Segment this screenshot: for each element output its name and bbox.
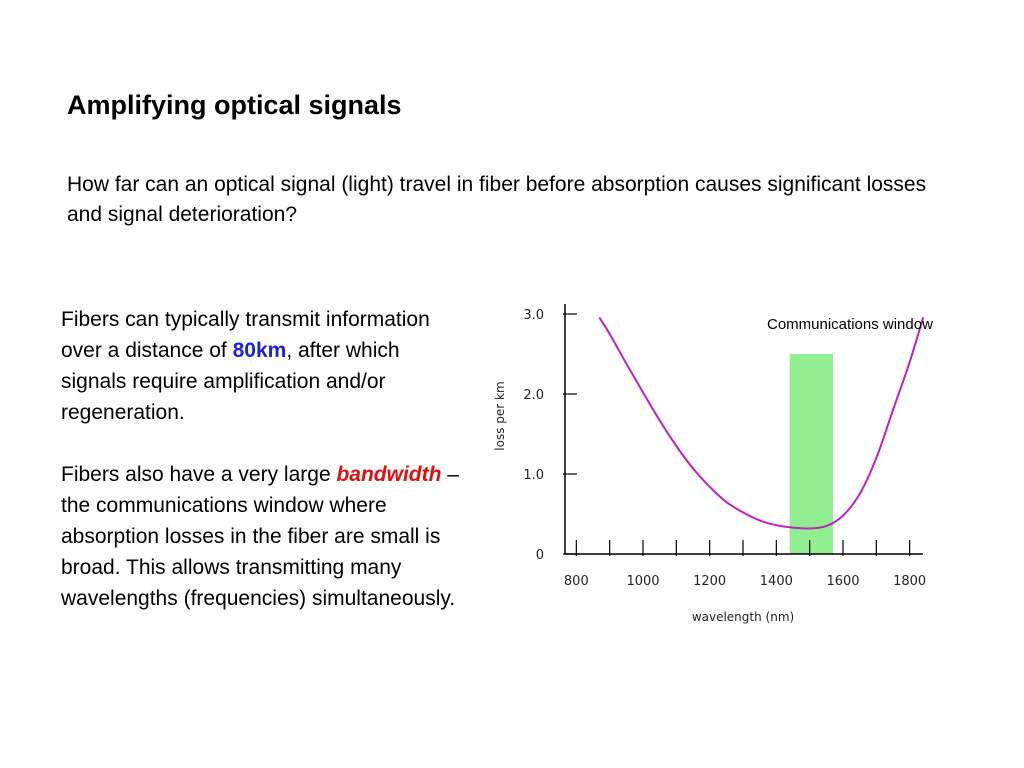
x-tick-label: 1000 [626, 574, 659, 589]
x-tick-label: 800 [564, 574, 589, 589]
y-axis-label: loss per km [493, 381, 507, 450]
bandwidth-highlight: bandwidth [336, 463, 442, 486]
loss-point [758, 519, 761, 522]
window-layer [789, 354, 833, 554]
loss-point [742, 511, 744, 514]
label-layer: Communications window 0 1.0 2.0 3.0 800 1000 12… [493, 308, 933, 624]
loss-point [908, 361, 911, 363]
x-tick-label: 1400 [760, 574, 793, 589]
y-tick-label: 1.0 [523, 468, 544, 483]
loss-point [842, 514, 844, 517]
x-tick-label: 1800 [893, 574, 926, 589]
paragraph-bandwidth-end: – the communications window where absorp… [61, 463, 459, 610]
loss-point [775, 524, 778, 527]
communications-window-band [789, 354, 833, 554]
paragraph-bandwidth: Fibers also have a very large bandwidth … [61, 459, 466, 614]
loss-point [922, 317, 924, 319]
y-tick-label: 3.0 [523, 308, 544, 323]
y-tick-label: 0 [536, 548, 544, 563]
paragraph-bandwidth-start: Fibers also have a very large [61, 463, 337, 486]
slide-title: Amplifying optical signals [67, 90, 402, 120]
paragraph-distance-end: , after which signals require amplificat… [61, 339, 400, 424]
x-tick-label: 1200 [693, 574, 726, 589]
loss-point [608, 333, 611, 335]
loss-point [892, 409, 894, 411]
loss-point [725, 501, 728, 503]
loss-point [825, 525, 828, 527]
loss-point [625, 362, 628, 365]
loss-point [642, 391, 644, 394]
loss-curve [598, 317, 924, 530]
paragraph-distance-start: Fibers can typically transmit informatio… [61, 308, 430, 362]
body-text: Fibers can typically transmit informatio… [61, 304, 466, 614]
intro-question: How far can an optical signal (light) tr… [67, 173, 927, 226]
paragraph-distance: Fibers can typically transmit informatio… [61, 304, 466, 428]
loss-point [675, 445, 678, 447]
loss-point [658, 419, 661, 422]
loss-point [598, 317, 601, 319]
loss-point [875, 457, 878, 459]
curve-layer [598, 317, 924, 530]
x-axis-label: wavelength (nm) [692, 610, 794, 624]
y-tick-label: 2.0 [523, 388, 544, 403]
x-tick-label: 1600 [826, 574, 859, 589]
communications-window-label: Communications window [767, 316, 933, 333]
distance-highlight: 80km [232, 339, 287, 362]
loss-point [792, 526, 794, 529]
loss-point [808, 527, 811, 530]
axes-layer [563, 304, 923, 556]
loss-chart: Communications window 0 1.0 2.0 3.0 800 1000 12… [493, 304, 933, 624]
loss-point [858, 493, 861, 495]
loss-point [692, 467, 694, 470]
loss-point [708, 485, 711, 488]
